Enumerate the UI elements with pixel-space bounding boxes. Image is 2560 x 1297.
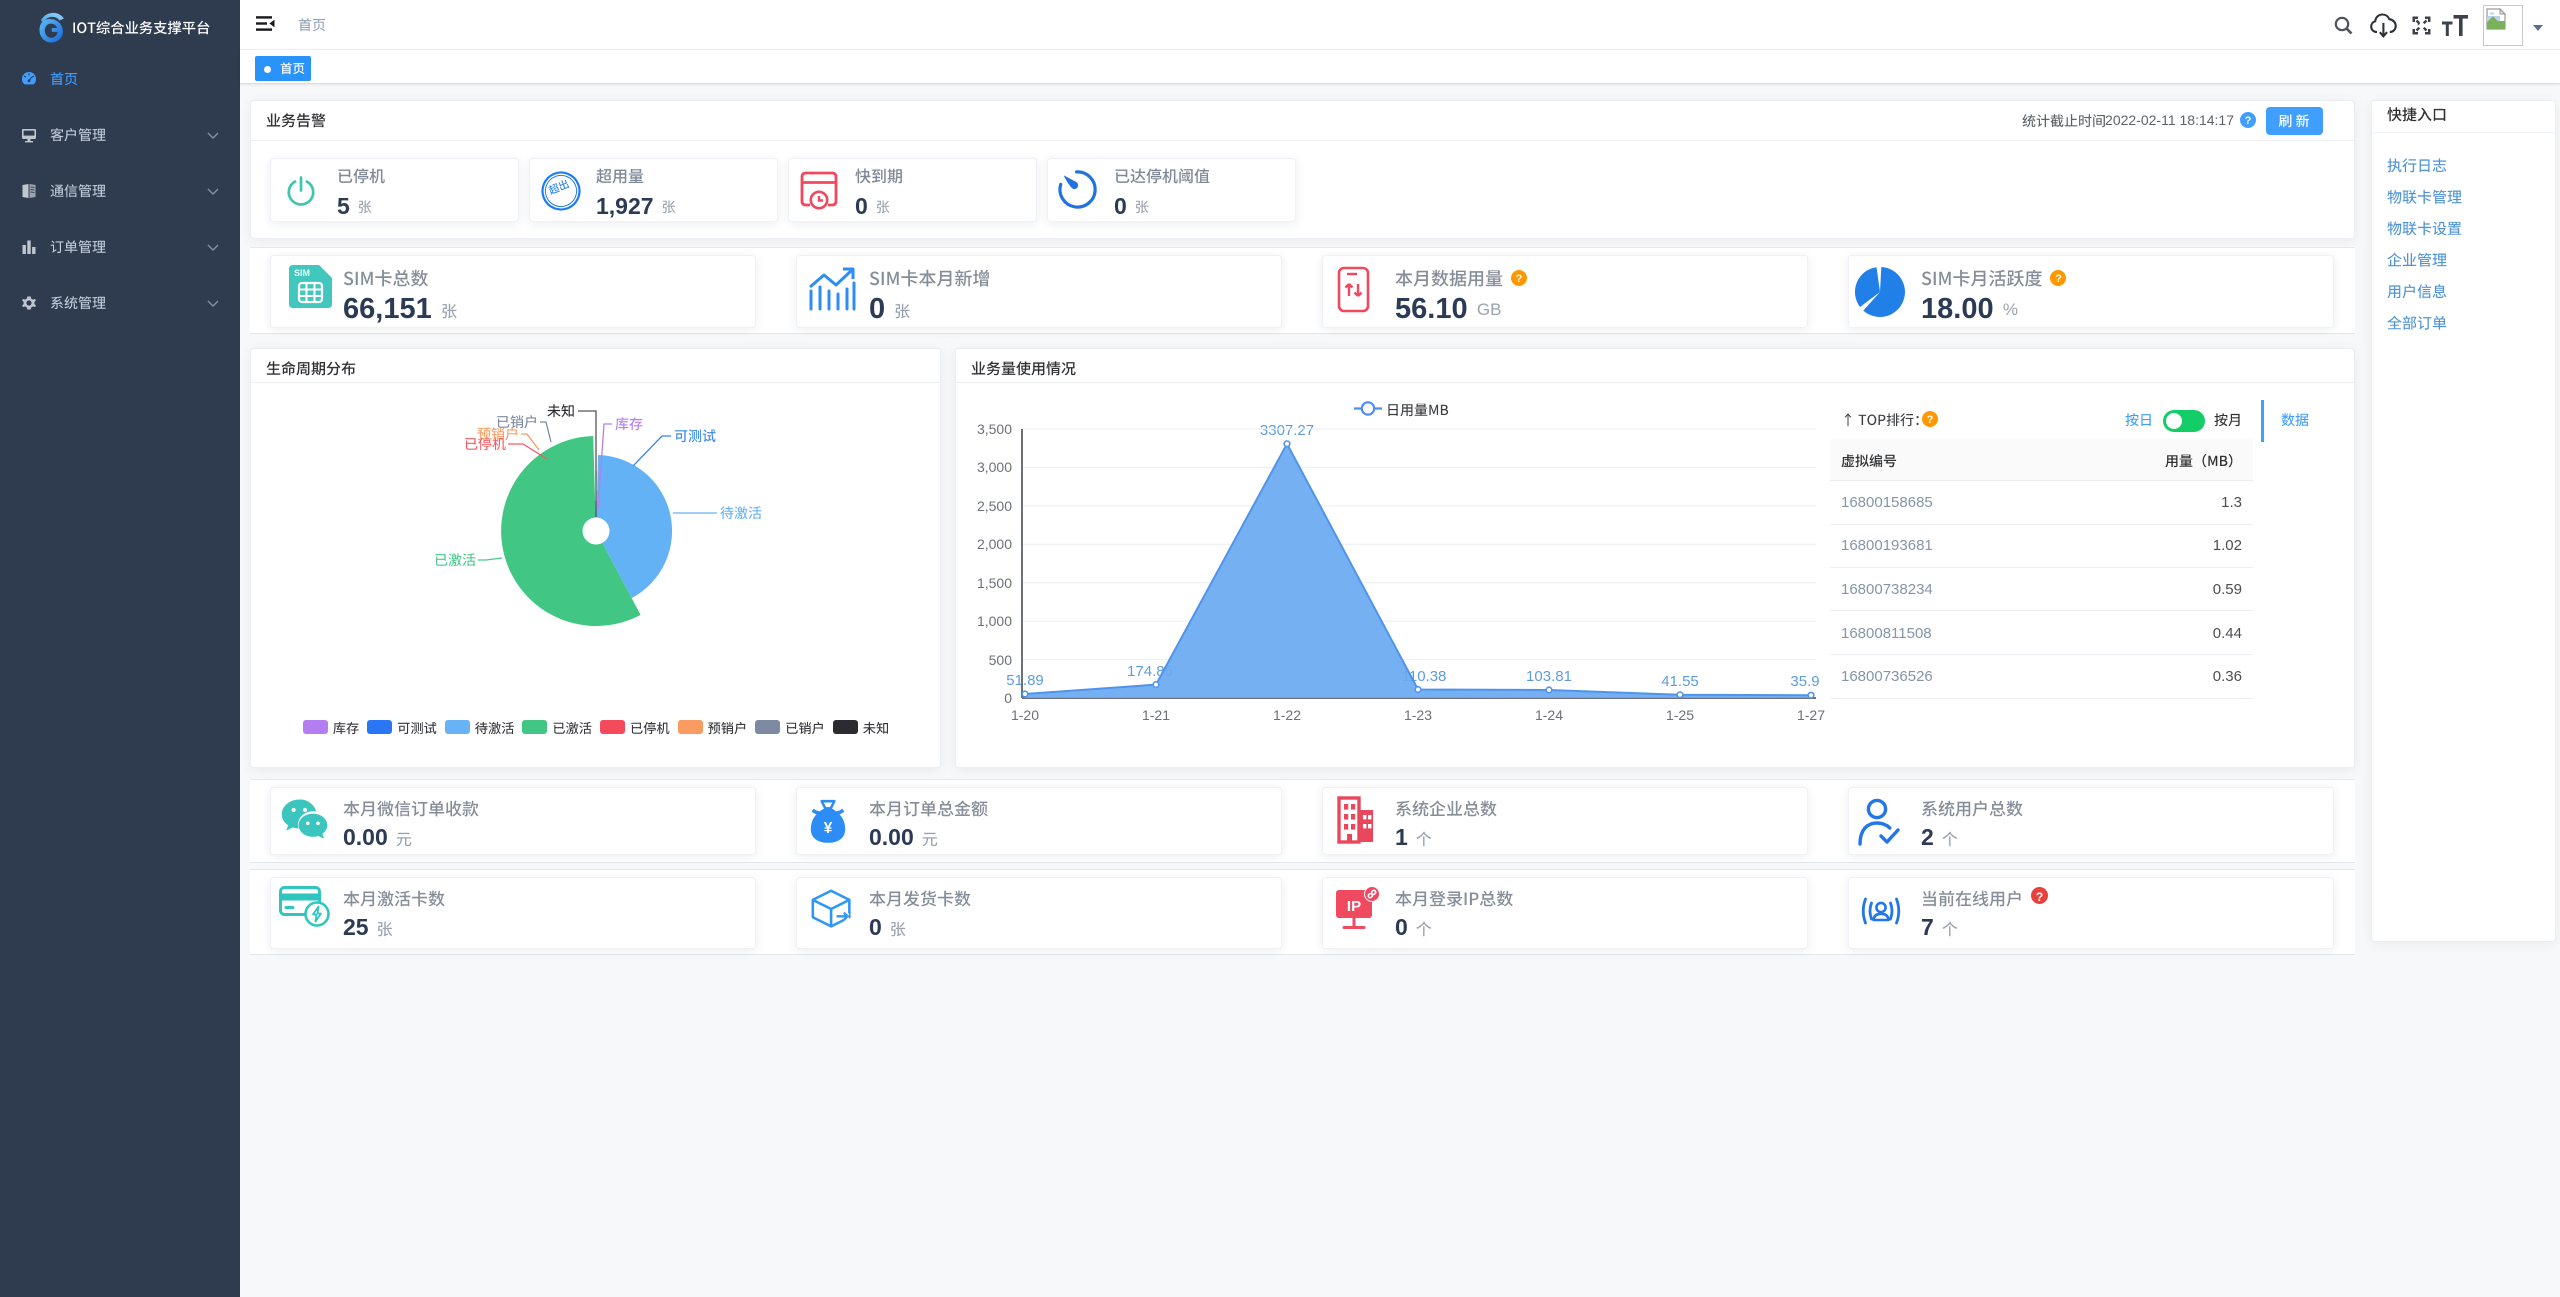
svg-text:¥: ¥ <box>824 820 833 837</box>
svg-text:SIM: SIM <box>294 268 310 278</box>
svg-text:IP: IP <box>1347 898 1361 915</box>
